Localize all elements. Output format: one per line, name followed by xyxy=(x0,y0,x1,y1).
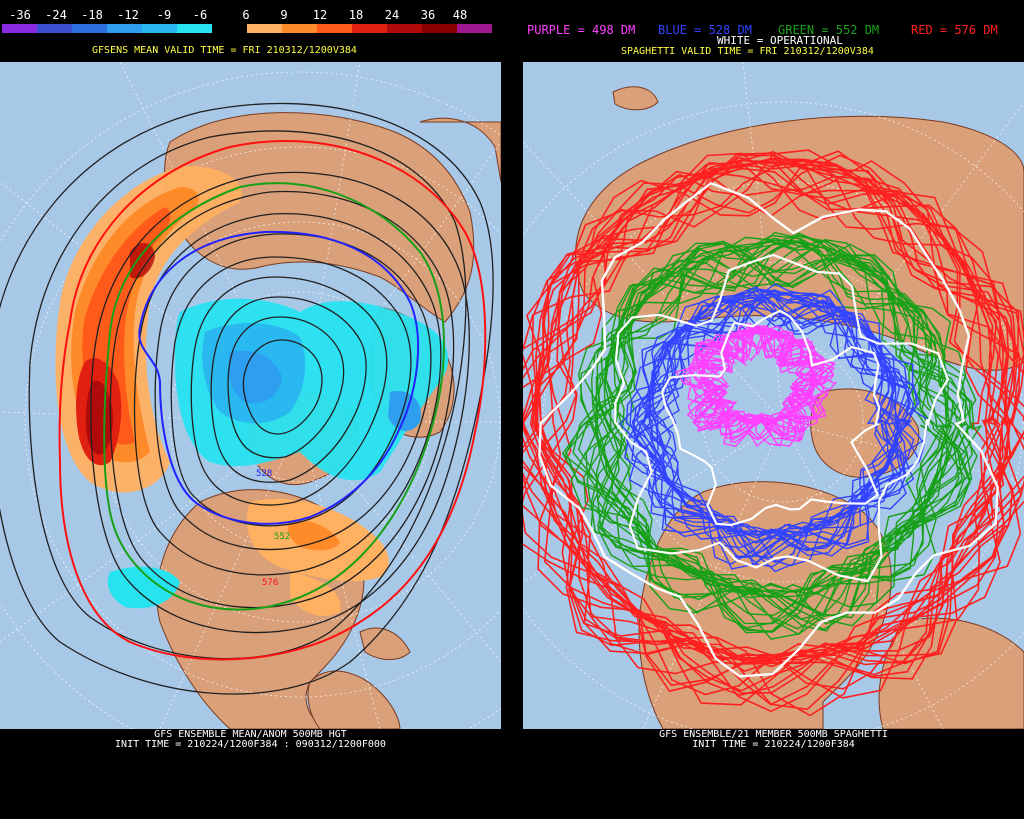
colorbar-label: 6 xyxy=(242,8,250,22)
ensemble-mean-map: 528 552 576 xyxy=(0,62,501,729)
spaghetti-line xyxy=(523,157,1009,696)
legend-green: GREEN = 552 DM xyxy=(778,23,880,37)
panel-divider xyxy=(501,0,523,819)
colorbar-swatch xyxy=(457,24,492,33)
colorbar-label: 36 xyxy=(420,8,436,22)
spaghetti-line xyxy=(534,156,1020,665)
colorbar-label: 9 xyxy=(280,8,288,22)
spaghetti-line xyxy=(642,295,903,544)
spaghetti-line xyxy=(523,159,1007,693)
spaghetti-line xyxy=(688,324,819,436)
spaghetti-line xyxy=(640,289,914,550)
colorbar-label: -12 xyxy=(117,8,139,22)
spaghetti-line xyxy=(590,233,975,631)
contour-label-528: 528 xyxy=(256,469,272,479)
spaghetti-line xyxy=(624,289,926,573)
left-footer-line2: INIT TIME = 210224/1200F384 : 090312/120… xyxy=(115,739,386,750)
spaghetti-line xyxy=(543,158,1024,690)
colorbar-swatch xyxy=(37,24,72,33)
spaghetti-line xyxy=(646,295,915,551)
colorbar-swatch xyxy=(2,24,37,33)
colorbar-label: -9 xyxy=(156,8,172,22)
spaghetti-line xyxy=(594,239,949,598)
positive-anomaly-shading xyxy=(55,166,389,617)
colorbar-label: 48 xyxy=(452,8,468,22)
right-footer-line2: INIT TIME = 210224/1200F384 xyxy=(692,739,855,750)
colorbar-swatch xyxy=(387,24,422,33)
spaghetti-line xyxy=(652,293,913,552)
spaghetti-line xyxy=(632,295,906,564)
spaghetti-line xyxy=(572,243,966,629)
colorbar-label: 24 xyxy=(384,8,400,22)
legend-red: RED = 576 DM xyxy=(911,23,998,37)
spaghetti-line xyxy=(523,157,1010,675)
spaghetti-line xyxy=(582,237,948,601)
colorbar-swatch xyxy=(142,24,177,33)
colorbar-label: -6 xyxy=(192,8,208,22)
spaghetti-line xyxy=(538,181,999,678)
spaghetti-line xyxy=(526,158,1017,668)
right-footer-line1: GFS ENSEMBLE/21 MEMBER 500MB SPAGHETTI xyxy=(659,729,888,740)
spaghetti-line xyxy=(634,293,899,541)
spaghetti-line xyxy=(523,161,1014,697)
spaghetti-line xyxy=(687,330,830,448)
colorbar-label: -36 xyxy=(9,8,31,22)
spaghetti-valid-time: SPAGHETTI VALID TIME = FRI 210312/1200V3… xyxy=(621,46,874,57)
colorbar-swatch xyxy=(422,24,457,33)
contour-label-552: 552 xyxy=(274,532,290,542)
spaghetti-contours xyxy=(523,149,1024,717)
spaghetti-line xyxy=(523,154,1024,711)
spaghetti-line xyxy=(537,157,1020,676)
colorbar-swatch xyxy=(282,24,317,33)
spaghetti-line xyxy=(595,231,967,619)
negative-anomaly-shading xyxy=(107,298,449,609)
ensemble-mean-panel: -36 -24 -18 -12 -9 -6 6 9 12 18 24 36 48… xyxy=(0,0,501,819)
colorbar-label: 12 xyxy=(312,8,328,22)
legend-purple: PURPLE = 498 DM xyxy=(527,23,636,37)
contour-label-576: 576 xyxy=(262,578,278,588)
spaghetti-line xyxy=(523,152,1022,706)
colorbar-swatch xyxy=(107,24,142,33)
spaghetti-line xyxy=(592,236,967,608)
spaghetti-line xyxy=(692,331,817,433)
colorbar-label: -24 xyxy=(45,8,67,22)
operational-legend: WHITE = OPERATIONAL xyxy=(717,34,843,47)
colorbar-label: 18 xyxy=(348,8,364,22)
spaghetti-panel: PURPLE = 498 DM BLUE = 528 DM GREEN = 55… xyxy=(523,0,1024,819)
colorbar-swatch xyxy=(212,24,247,33)
colorbar-swatch xyxy=(177,24,212,33)
valid-time-header: GFSENS MEAN VALID TIME = FRI 210312/1200… xyxy=(92,45,357,56)
spaghetti-line xyxy=(586,240,968,630)
spaghetti-line xyxy=(536,152,1024,680)
spaghetti-line xyxy=(660,309,881,527)
spaghetti-line xyxy=(537,149,1024,699)
colorbar-swatch xyxy=(352,24,387,33)
colorbar-swatch xyxy=(72,24,107,33)
legend-blue: BLUE = 528 DM xyxy=(658,23,752,37)
height-contours xyxy=(0,102,494,695)
colorbar-label: -18 xyxy=(81,8,103,22)
spaghetti-line xyxy=(642,292,910,545)
spaghetti-line xyxy=(631,291,905,559)
anomaly-colorbar xyxy=(2,24,492,33)
left-footer-line1: GFS ENSEMBLE MEAN/ANOM 500MB HGT xyxy=(154,729,347,740)
spaghetti-map xyxy=(523,62,1024,729)
spaghetti-line xyxy=(614,253,950,583)
spaghetti-line xyxy=(694,328,835,441)
spaghetti-line xyxy=(578,234,952,614)
colorbar-swatch xyxy=(317,24,352,33)
colorbar-swatch xyxy=(247,24,282,33)
spaghetti-line xyxy=(523,167,1005,692)
key-contours xyxy=(58,140,487,661)
spaghetti-line xyxy=(523,154,1008,687)
